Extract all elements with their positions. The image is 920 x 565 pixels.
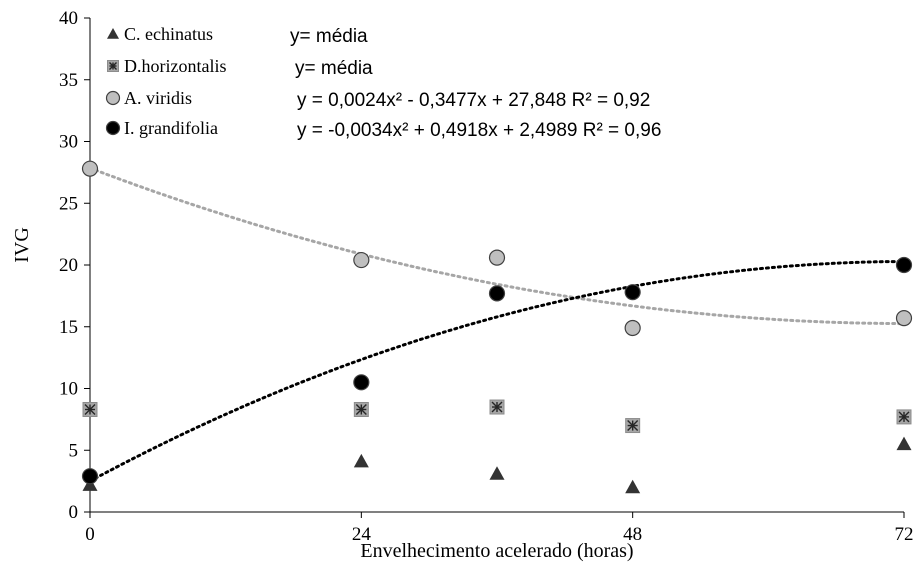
point-a-viridis — [895, 310, 913, 327]
equation-d-horizontalis: y= média — [295, 58, 373, 79]
point-d-horizontalis — [896, 409, 912, 425]
legend-label-a-viridis: A. viridis — [124, 88, 192, 108]
equation-a-viridis: y = 0,0024x² - 0,3477x + 27,848 R² = 0,9… — [297, 90, 650, 111]
y-tick-label: 0 — [69, 502, 79, 523]
legend-marker-d-horizontalis — [107, 60, 119, 72]
equation-i-grandifolia: y = -0,0034x² + 0,4918x + 2,4989 R² = 0,… — [297, 120, 661, 141]
legend-label-c-echinatus: C. echinatus — [124, 24, 213, 44]
y-tick-label: 35 — [59, 70, 78, 91]
legend-marker-c-echinatus — [107, 28, 119, 39]
point-a-viridis — [624, 319, 641, 337]
point-i-grandifolia — [353, 374, 370, 391]
y-tick-label: 40 — [59, 8, 78, 29]
point-d-horizontalis — [353, 401, 369, 417]
trendline-i-grandifolia — [88, 260, 906, 483]
y-tick-label: 25 — [59, 193, 78, 214]
y-tick-label: 20 — [59, 255, 78, 276]
legend-marker-i-grandifolia — [105, 120, 121, 136]
y-tick-label: 30 — [59, 132, 78, 153]
y-tick-label: 10 — [59, 379, 78, 400]
y-tick-label: 15 — [59, 317, 78, 338]
legend-marker-a-viridis — [105, 90, 121, 106]
point-a-viridis — [81, 160, 99, 177]
y-tick-label: 5 — [69, 440, 79, 461]
legend-label-d-horizontalis: D.horizontalis — [124, 56, 226, 76]
equation-c-echinatus: y= média — [290, 26, 368, 47]
legend: C. echinatus y= média D.horizontalis y= méd… — [105, 24, 661, 141]
point-c-echinatus — [625, 479, 641, 494]
trendline-a-viridis — [88, 166, 906, 326]
legend-label-i-grandifolia: I. grandifolia — [124, 118, 218, 138]
point-i-grandifolia — [488, 285, 506, 302]
x-tick-label: 48 — [623, 524, 642, 545]
point-a-viridis — [353, 251, 370, 269]
point-i-grandifolia — [895, 256, 913, 274]
point-c-echinatus — [896, 436, 912, 451]
point-c-echinatus — [353, 453, 369, 468]
point-c-echinatus — [489, 466, 505, 480]
point-d-horizontalis — [489, 399, 505, 415]
x-axis-title: Envelhecimento acelerado (horas) — [360, 540, 633, 562]
y-axis-title: IVG — [11, 227, 33, 263]
data-points — [81, 160, 913, 494]
x-tick-label: 0 — [85, 524, 95, 545]
point-d-horizontalis — [82, 401, 98, 417]
axes: 0 5 10 15 20 25 30 35 40 0 24 48 72 — [59, 8, 914, 545]
point-a-viridis — [488, 249, 506, 266]
point-i-grandifolia — [81, 468, 99, 485]
point-i-grandifolia — [624, 284, 641, 301]
x-tick-label: 72 — [895, 524, 914, 545]
point-d-horizontalis — [625, 418, 641, 434]
x-tick-label: 24 — [352, 524, 372, 545]
trendlines — [88, 166, 906, 483]
